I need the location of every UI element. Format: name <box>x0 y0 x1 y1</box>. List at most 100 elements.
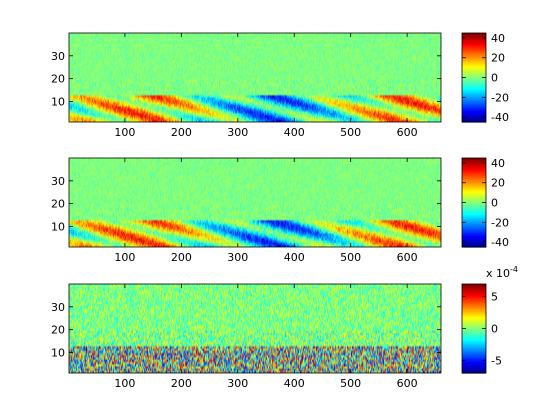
colorbar-swatch <box>462 34 486 37</box>
colorbar-swatch <box>462 359 486 362</box>
colorbar-swatch <box>462 195 486 198</box>
heatmap-image <box>69 284 441 373</box>
colorbar-swatch <box>462 171 486 174</box>
colorbar-swatch <box>462 198 486 201</box>
colorbar-swatch <box>462 85 486 88</box>
colorbar-swatch <box>462 77 486 80</box>
colorbar-swatch <box>462 366 486 369</box>
colorbar-swatch <box>462 361 486 364</box>
colorbar-swatch <box>462 91 486 94</box>
colorbar-swatch <box>462 329 486 332</box>
colorbar-swatch <box>462 343 486 346</box>
colorbar-swatch <box>462 94 486 97</box>
colorbar-swatch <box>462 360 486 363</box>
colorbar-swatch <box>462 84 486 87</box>
colorbar-swatch <box>462 347 486 350</box>
colorbar-swatch <box>462 58 486 61</box>
colorbar-swatch <box>462 356 486 359</box>
y-tick-label: 30 <box>51 50 65 63</box>
x-tick-label: 400 <box>284 377 305 390</box>
colorbar-swatch <box>462 335 486 338</box>
colorbar-swatch <box>462 48 486 51</box>
heatmap-panel-3: 100 200 300 400 500 600 10 20 30 <box>51 283 442 390</box>
colorbar-tick-label: 0 <box>491 197 498 210</box>
colorbar-swatch <box>462 235 486 238</box>
colorbar-swatch <box>462 176 486 179</box>
colorbar-swatch <box>462 80 486 83</box>
colorbar-swatch <box>462 192 486 195</box>
colorbar-swatch <box>462 350 486 353</box>
colorbar-tick-label: 0 <box>491 72 498 85</box>
colorbar-swatch <box>462 307 486 310</box>
colorbar-swatch <box>462 331 486 334</box>
colorbar-swatch <box>462 53 486 56</box>
colorbar-swatch <box>462 44 486 47</box>
colorbar-swatch <box>462 64 486 67</box>
colorbar-swatch <box>462 352 486 355</box>
colorbar-swatch <box>462 324 486 327</box>
colorbar-swatch <box>462 92 486 95</box>
colorbar-swatch <box>462 180 486 183</box>
colorbar-swatch <box>462 98 486 101</box>
y-tick-label: 30 <box>51 301 65 314</box>
colorbar-swatch <box>462 227 486 230</box>
colorbar-tick-label: -40 <box>491 111 509 124</box>
colorbar-swatch <box>462 96 486 99</box>
colorbar-tick-label: 0 <box>491 323 498 336</box>
colorbar-swatch <box>462 201 486 204</box>
colorbar-swatch <box>462 189 486 192</box>
x-tick-label: 400 <box>284 126 305 139</box>
colorbar-swatch <box>462 46 486 49</box>
colorbar-tick-label: 20 <box>491 52 505 65</box>
colorbar-swatch <box>462 209 486 212</box>
colorbar-swatch <box>462 328 486 331</box>
x-tick-label: 600 <box>397 377 418 390</box>
colorbar-swatch <box>462 219 486 222</box>
colorbar-swatch <box>462 112 486 115</box>
colorbar-swatch <box>462 37 486 40</box>
colorbar-swatch <box>462 230 486 233</box>
x-tick-label: 200 <box>171 126 192 139</box>
colorbar-exponent: x 10-4 <box>486 265 518 280</box>
colorbar-tick-label: -20 <box>491 216 509 229</box>
colorbar-swatch <box>462 173 486 176</box>
colorbar-swatch <box>462 196 486 199</box>
x-tick-label: 200 <box>171 251 192 264</box>
axes-frame <box>68 157 442 248</box>
colorbar-swatch <box>462 73 486 76</box>
colorbar-swatch <box>462 310 486 313</box>
colorbar-swatch <box>462 206 486 209</box>
colorbar-swatch <box>462 101 486 104</box>
colorbar-swatch <box>462 110 486 113</box>
axes-frame <box>68 283 442 374</box>
colorbar-swatch <box>462 238 486 241</box>
colorbar-tick-label: 40 <box>491 32 505 45</box>
colorbar-swatch <box>462 363 486 366</box>
colorbar-tick-label: 20 <box>491 177 505 190</box>
colorbar-swatch <box>462 178 486 181</box>
colorbar-swatch <box>462 117 486 120</box>
colorbar-swatch <box>462 62 486 65</box>
heatmap-panel-1: 100 200 300 400 500 600 10 20 30 <box>51 32 442 139</box>
colorbar-swatch <box>462 60 486 63</box>
colorbar-1: 40 20 0 -20 -40 <box>461 32 509 124</box>
colorbar-swatch <box>462 76 486 79</box>
colorbar-swatch <box>462 63 486 66</box>
colorbar-swatch <box>462 210 486 213</box>
colorbar-2: 40 20 0 -20 -40 <box>461 157 509 249</box>
colorbar-swatch <box>462 368 486 371</box>
heatmap-image <box>69 158 441 247</box>
colorbar-swatch <box>462 315 486 318</box>
colorbar-swatch <box>462 345 486 348</box>
colorbar-swatch <box>462 70 486 73</box>
colorbar-swatch <box>462 304 486 307</box>
colorbar-swatch <box>462 164 486 167</box>
colorbar-swatch <box>462 367 486 370</box>
colorbar-swatch <box>462 169 486 172</box>
colorbar-swatch <box>462 38 486 41</box>
colorbar-swatch <box>462 208 486 211</box>
colorbar-swatch <box>462 67 486 70</box>
colorbar-swatch <box>462 224 486 227</box>
colorbar-swatch <box>462 167 486 170</box>
colorbar-swatch <box>462 113 486 116</box>
